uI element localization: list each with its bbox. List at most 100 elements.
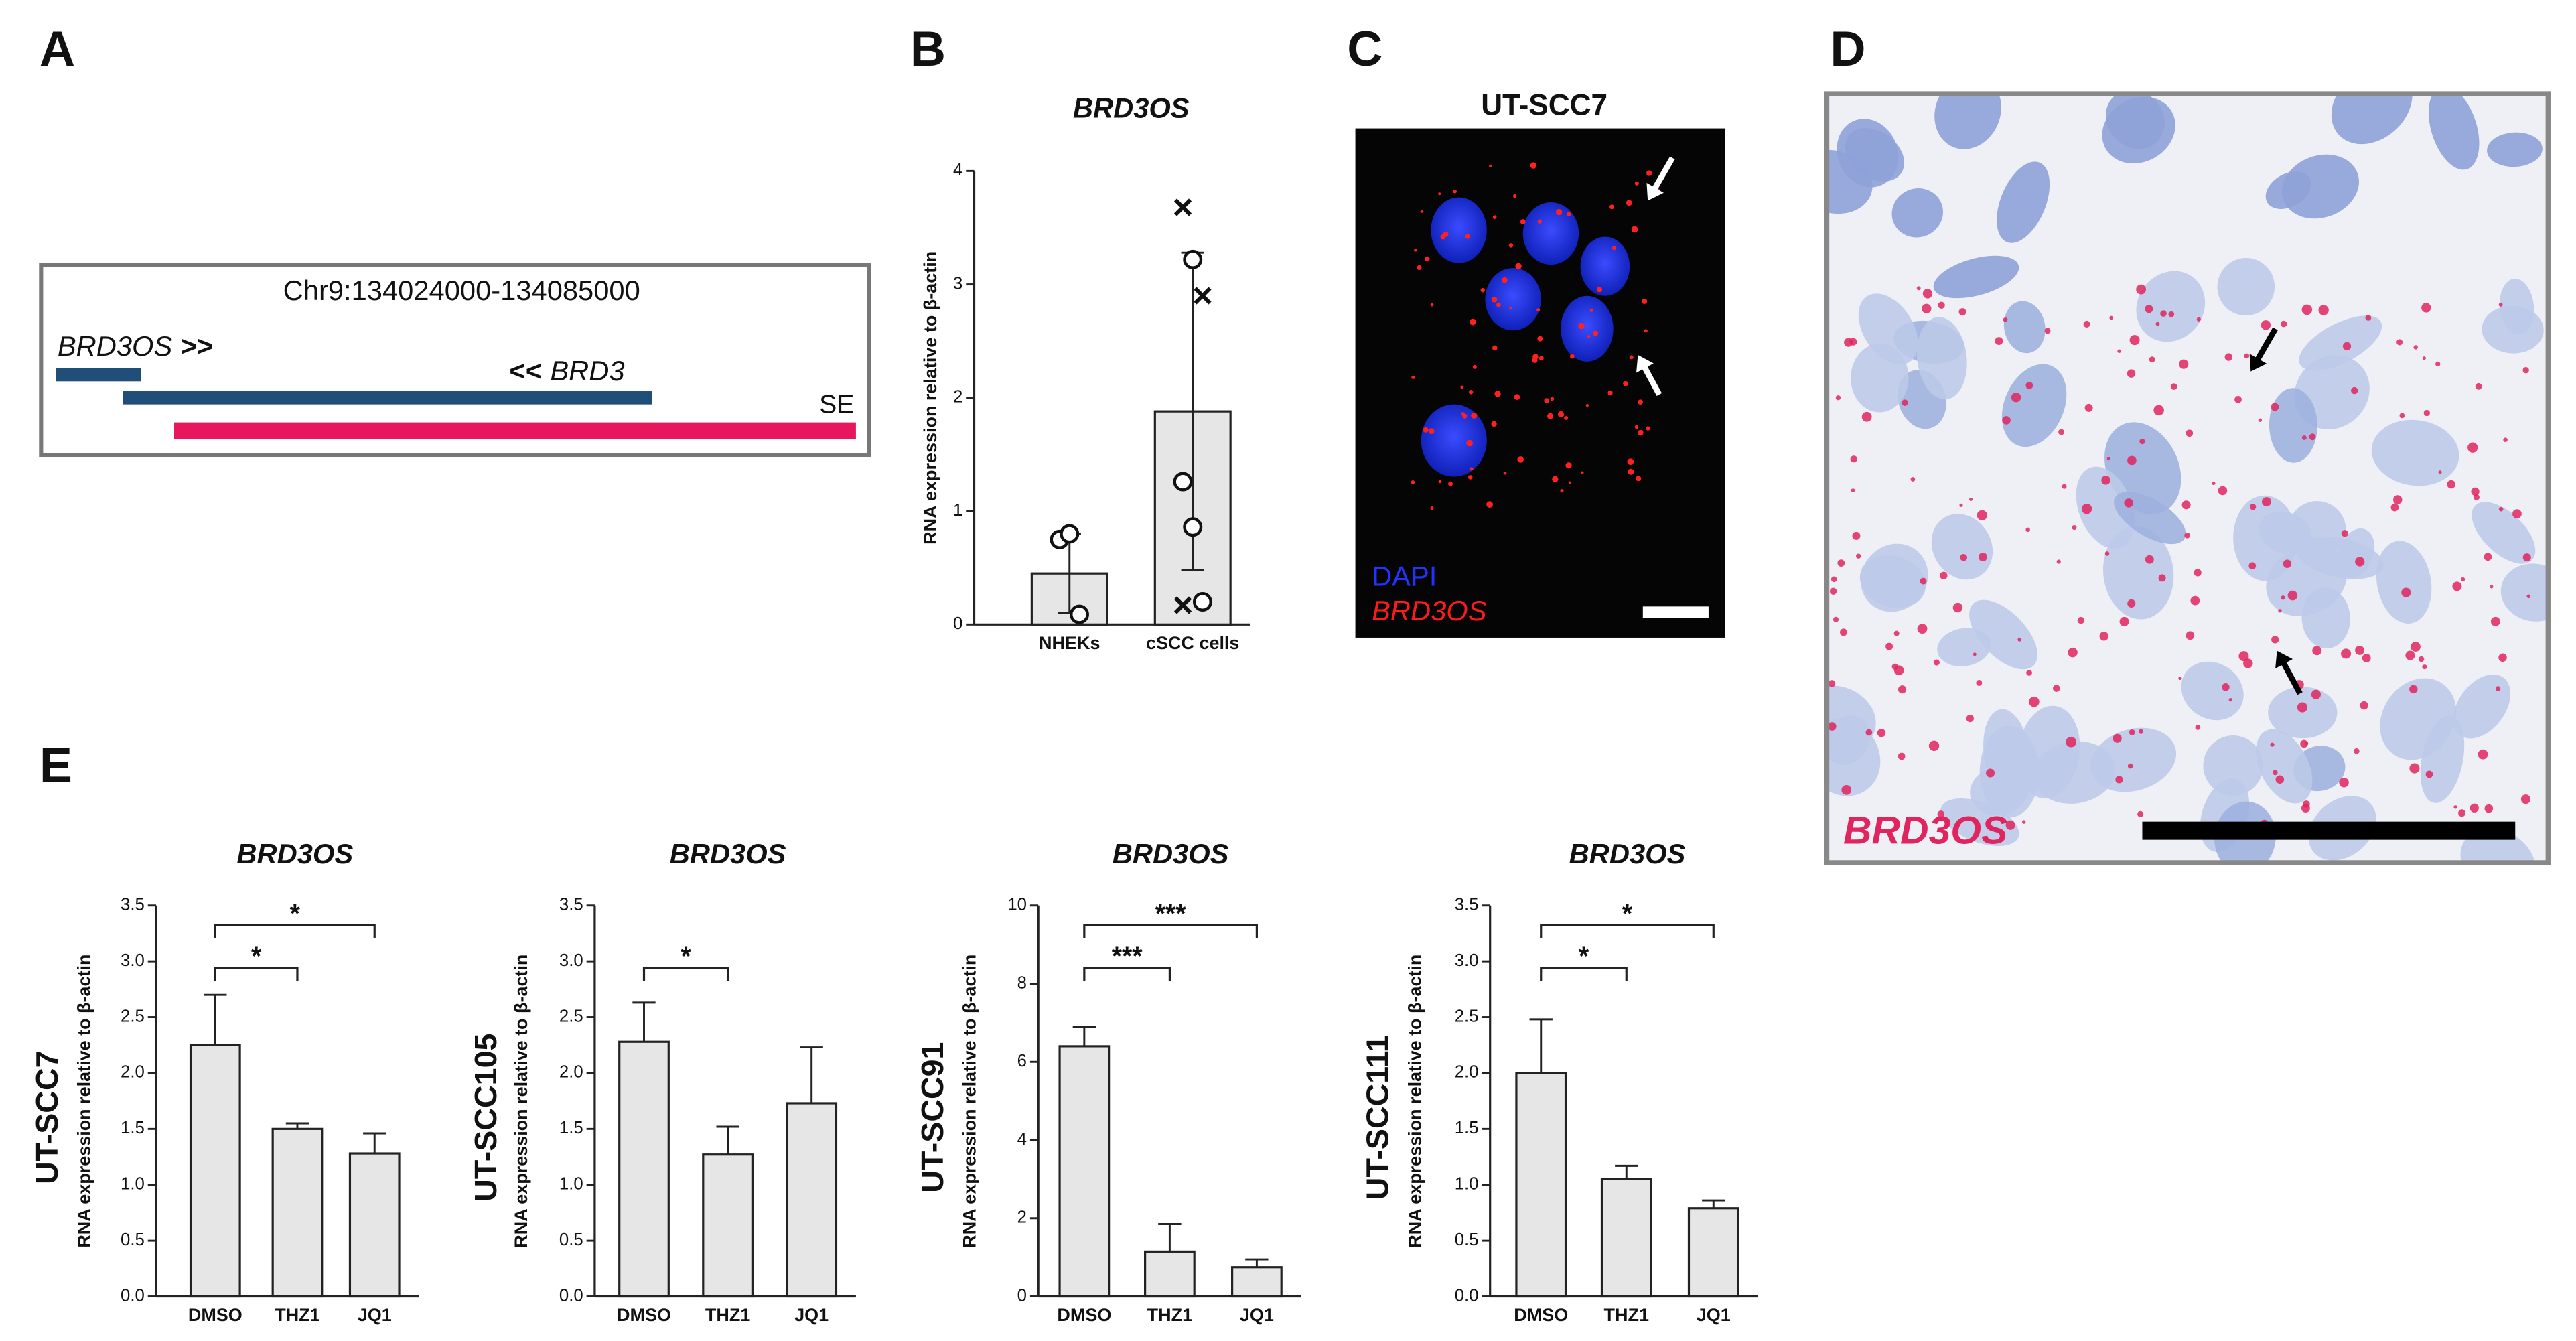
signal-dot (1977, 510, 1987, 520)
signal-dot (2101, 476, 2110, 485)
signal-dot (2396, 339, 2403, 346)
signal-dot (2025, 527, 2030, 533)
signal-dot (1642, 298, 1648, 304)
signal-dot (2139, 438, 2145, 445)
signal-dot (1885, 642, 1893, 650)
y-tick-label: 2.0 (121, 1063, 145, 1082)
signal-dot (2421, 303, 2431, 313)
cell-nucleus (1917, 317, 1967, 400)
signal-dot (1417, 265, 1422, 271)
legend-label: DAPI (1372, 561, 1437, 592)
x-tick-label: JQ1 (1697, 1305, 1731, 1325)
y-tick-label: 1.0 (1455, 1175, 1479, 1194)
signal-dot (1609, 204, 1614, 210)
signal-dot (1569, 354, 1575, 359)
signal-dot (1995, 337, 2003, 346)
cell-nucleus (2256, 729, 2313, 804)
signal-dot (2002, 416, 2011, 425)
significance-label: * (251, 942, 262, 971)
y-axis-label: RNA expression relative to β-actin (920, 251, 940, 545)
signal-dot (1893, 665, 1904, 675)
signal-dot (1940, 571, 1948, 579)
data-point (1173, 198, 1192, 216)
signal-dot (1496, 302, 1501, 307)
probe-label: BRD3OS (1843, 808, 2007, 852)
ish-image (1824, 91, 2551, 865)
signal-dot (2017, 637, 2022, 642)
signal-dot (1829, 587, 1837, 595)
signal-dot (1629, 355, 1634, 360)
signal-dot (1465, 234, 1471, 239)
significance-bracket (1083, 924, 1258, 938)
signal-dot (1865, 729, 1873, 736)
signal-dot (2081, 503, 2092, 514)
signal-dot (1928, 740, 1940, 751)
cell-nucleus (1827, 149, 1873, 214)
signal-dot (1461, 412, 1465, 416)
signal-dot (2186, 429, 2194, 437)
cell-nucleus (2429, 94, 2480, 170)
y-tick-label: 10 (1007, 896, 1027, 914)
signal-dot (1557, 411, 1565, 418)
signal-dot (1560, 489, 1564, 493)
signal-dot (2044, 328, 2051, 334)
signal-dot (1973, 652, 1977, 656)
gene-direction: << (509, 355, 542, 386)
signal-dot (2478, 749, 2488, 760)
cell-nucleus (2203, 735, 2263, 796)
bar (1144, 1250, 1196, 1298)
signal-dot (2301, 435, 2307, 440)
data-point (1183, 517, 1203, 537)
cell-nucleus (2281, 154, 2359, 219)
chart-title: BRD3OS (1569, 838, 1686, 869)
signal-dot (1634, 425, 1639, 429)
cell-nucleus (2301, 587, 2350, 648)
panel-letter: E (40, 737, 72, 793)
arrow-shaft (2280, 660, 2303, 695)
signal-dot (1411, 480, 1415, 484)
bar-chart: BRD3OS RNA expression relative to β-actin… (468, 838, 856, 1325)
signal-dot (2498, 506, 2504, 512)
signal-dot (2280, 320, 2287, 328)
nucleus (1580, 236, 1630, 296)
y-tick-label: 8 (1017, 973, 1027, 992)
bar-chart: BRD3OS RNA expression relative to β-actin… (920, 92, 1250, 653)
x-tick-label: THZ1 (1604, 1305, 1649, 1325)
signal-dot (2190, 595, 2200, 606)
bar (1687, 1207, 1739, 1298)
signal-dot (1827, 722, 1837, 731)
signal-dot (2238, 651, 2249, 662)
signal-dot (2305, 742, 2309, 746)
signal-dot (2438, 470, 2442, 474)
cell-nucleus (2500, 563, 2549, 622)
enhancer-track (173, 422, 856, 439)
cell-nucleus (2487, 132, 2543, 167)
signal-dot (2522, 553, 2531, 562)
signal-dot (1514, 394, 1520, 400)
signal-dot (2418, 656, 2425, 662)
gene-name: BRD3OS (58, 330, 173, 362)
y-tick-label: 3.5 (1455, 896, 1479, 914)
bar (1515, 1072, 1567, 1298)
signal-dot (2184, 532, 2190, 539)
signal-dot (2270, 742, 2275, 747)
y-tick-label: 4 (953, 161, 962, 180)
x-tick-label: DMSO (1057, 1305, 1111, 1325)
significance-bracket (214, 967, 299, 981)
cell-line-label: UT-SCC91 (915, 1042, 950, 1193)
signal-dot (1472, 364, 1477, 369)
signal-dot (1532, 357, 1538, 363)
cell-nucleus (2482, 305, 2544, 354)
signal-dot (2271, 636, 2279, 644)
cell-line-label: UT-SCC7 (29, 1050, 64, 1184)
y-tick-label: 1.5 (559, 1119, 583, 1137)
enhancer-label: SE (819, 389, 854, 419)
x-tick-label: THZ1 (705, 1305, 750, 1325)
signal-dot (1568, 481, 1571, 484)
y-tick-label: 1.0 (121, 1175, 145, 1194)
x-tick-label: THZ1 (1147, 1305, 1192, 1325)
signal-dot (2312, 646, 2322, 656)
y-tick-label: 0.0 (121, 1286, 145, 1305)
signal-dot (1969, 497, 1973, 501)
signal-dot (2271, 403, 2279, 411)
